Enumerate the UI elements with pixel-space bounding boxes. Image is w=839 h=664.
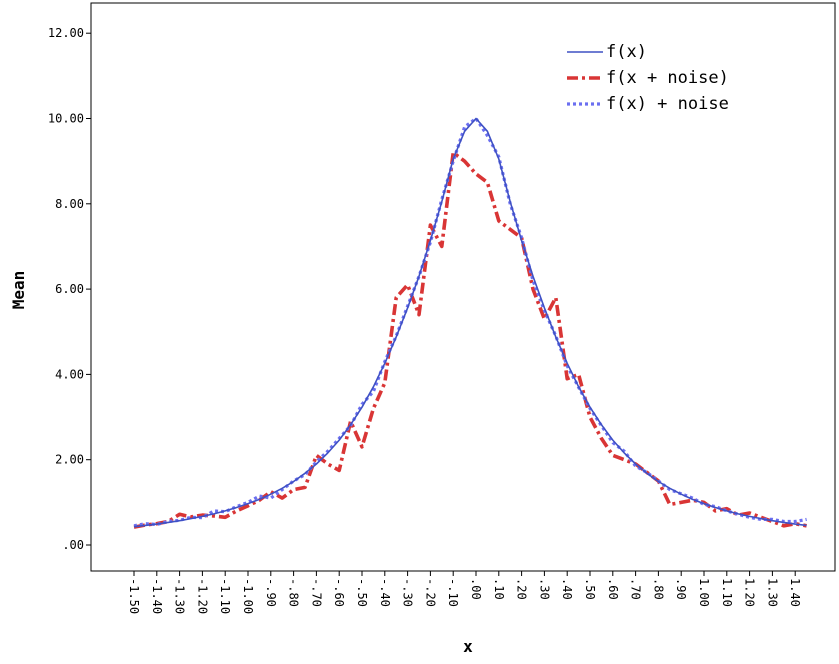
- x-tick-label: -.10: [446, 578, 460, 607]
- x-tick-label: -1.00: [241, 578, 255, 614]
- x-tick-label: -.50: [355, 578, 369, 607]
- y-axis: .00 2.00 4.00 6.00 8.00 10.00 12.00: [48, 26, 91, 552]
- x-tick-label: .60: [606, 578, 620, 600]
- x-tick-label: -.80: [287, 578, 301, 607]
- x-tick-label: -.30: [401, 578, 415, 607]
- x-tick-label: -.90: [264, 578, 278, 607]
- x-tick-label: -.20: [423, 578, 437, 607]
- series-line-2: [133, 116, 807, 528]
- x-tick-label: .80: [651, 578, 665, 600]
- x-tick-label: .40: [560, 578, 574, 600]
- y-axis-title: Mean: [9, 271, 28, 310]
- legend: f(x) f(x + noise) f(x) + noise: [567, 42, 729, 114]
- x-tick-label: -1.10: [218, 578, 232, 614]
- y-tick-label: .00: [62, 538, 84, 552]
- x-tick-label: .90: [674, 578, 688, 600]
- x-tick-label: 1.00: [697, 578, 711, 607]
- x-tick-label: 1.40: [788, 578, 802, 607]
- y-tick-label: 8.00: [55, 197, 84, 211]
- series-line-0: [133, 117, 807, 528]
- y-tick-label: 10.00: [48, 112, 84, 126]
- legend-label: f(x) + noise: [606, 94, 729, 114]
- y-tick-label: 6.00: [55, 282, 84, 296]
- x-tick-label: .70: [629, 578, 643, 600]
- x-tick-label: -1.20: [195, 578, 209, 614]
- x-tick-label: .00: [469, 578, 483, 600]
- x-tick-label: .10: [492, 578, 506, 600]
- x-tick-label: -1.40: [150, 578, 164, 614]
- y-tick-label: 12.00: [48, 26, 84, 40]
- x-tick-label: 1.30: [765, 578, 779, 607]
- legend-label: f(x + noise): [606, 68, 729, 88]
- x-tick-label: -.60: [332, 578, 346, 607]
- legend-label: f(x): [606, 42, 647, 62]
- plot-frame: [90, 2, 836, 572]
- x-axis: -1.50 -1.40 -1.30 -1.20 -1.10 -1.00 -.90 -.80 -.…: [127, 571, 802, 614]
- x-axis-title: x: [463, 637, 473, 656]
- x-tick-label: .30: [537, 578, 551, 600]
- y-tick-label: 4.00: [55, 367, 84, 381]
- series-layer: [133, 116, 807, 529]
- x-tick-label: -.70: [309, 578, 323, 607]
- x-tick-label: 1.20: [743, 578, 757, 607]
- x-tick-label: .50: [583, 578, 597, 600]
- x-tick-label: 1.10: [720, 578, 734, 607]
- x-tick-label: -1.50: [127, 578, 141, 614]
- x-tick-label: .20: [515, 578, 529, 600]
- x-tick-label: -1.30: [173, 578, 187, 614]
- y-tick-label: 2.00: [55, 453, 84, 467]
- x-tick-label: -.40: [378, 578, 392, 607]
